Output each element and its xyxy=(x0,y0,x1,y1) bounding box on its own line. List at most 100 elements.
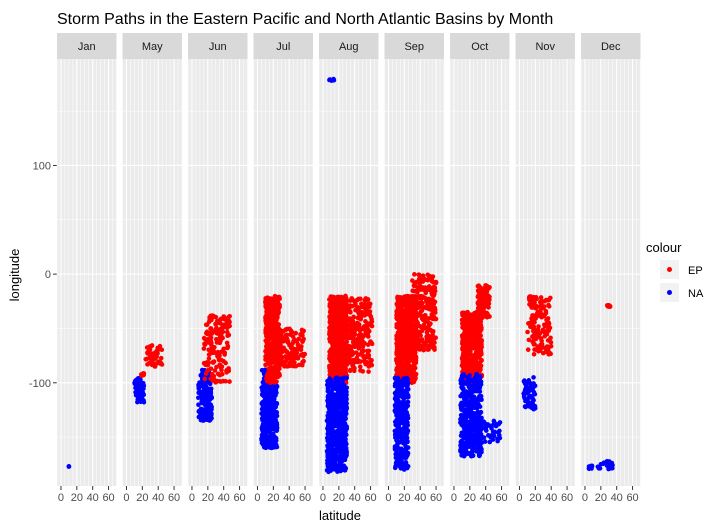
facet-strip-label: Oct xyxy=(471,41,488,53)
x-tick-label: 40 xyxy=(152,492,164,504)
data-point xyxy=(392,432,398,437)
data-point xyxy=(347,309,353,314)
data-point xyxy=(363,309,369,314)
data-point xyxy=(410,307,416,313)
data-point xyxy=(464,364,470,369)
data-point xyxy=(430,308,436,314)
data-point xyxy=(330,420,336,425)
data-point xyxy=(264,434,270,440)
data-point xyxy=(327,77,332,83)
data-point xyxy=(403,318,409,324)
data-point xyxy=(328,411,334,416)
data-point xyxy=(331,76,336,82)
panel-background xyxy=(57,59,117,486)
data-point xyxy=(206,404,212,410)
data-point xyxy=(343,445,349,451)
data-point xyxy=(328,337,333,342)
data-point xyxy=(275,323,280,329)
data-point xyxy=(217,372,223,378)
data-point xyxy=(355,297,360,303)
data-point xyxy=(343,295,349,301)
data-point xyxy=(360,344,366,350)
data-point xyxy=(293,330,299,336)
data-point xyxy=(432,347,437,352)
data-point xyxy=(196,395,201,401)
data-point xyxy=(329,465,334,470)
series-ep-points xyxy=(201,313,232,385)
data-point xyxy=(396,349,402,354)
data-point xyxy=(393,405,399,411)
data-point xyxy=(222,350,228,356)
data-point xyxy=(283,332,289,338)
data-point xyxy=(275,299,280,304)
data-point xyxy=(399,420,404,426)
data-point xyxy=(277,342,283,348)
data-point xyxy=(335,335,341,340)
data-point xyxy=(274,401,280,407)
facet-strip xyxy=(188,33,248,59)
data-point xyxy=(404,387,410,392)
data-point xyxy=(341,385,347,390)
data-point xyxy=(396,354,402,360)
data-point xyxy=(465,315,470,321)
data-point xyxy=(150,359,155,364)
data-point xyxy=(293,354,299,359)
data-point xyxy=(213,330,219,335)
data-point xyxy=(356,310,361,316)
data-point xyxy=(214,318,220,324)
data-point xyxy=(480,289,486,294)
data-point xyxy=(352,330,357,336)
data-point xyxy=(263,362,268,368)
data-point xyxy=(273,411,279,416)
data-point xyxy=(364,302,370,308)
data-point xyxy=(146,348,152,354)
data-point xyxy=(143,356,149,362)
data-point xyxy=(411,353,417,358)
data-point xyxy=(421,287,426,293)
data-point xyxy=(348,323,354,328)
data-point xyxy=(478,319,484,325)
data-point xyxy=(212,350,218,355)
data-point xyxy=(401,349,407,355)
y-tick-label: -100 xyxy=(29,378,51,390)
data-point xyxy=(419,344,424,349)
data-point xyxy=(476,301,482,306)
data-point xyxy=(261,444,267,449)
data-point xyxy=(366,352,372,358)
data-point xyxy=(355,340,360,346)
data-point xyxy=(412,371,418,377)
data-point xyxy=(341,406,346,411)
data-point xyxy=(367,309,373,314)
data-point xyxy=(216,339,222,344)
data-point xyxy=(150,351,155,356)
data-point xyxy=(484,289,490,294)
data-point xyxy=(158,355,164,361)
data-point xyxy=(325,461,330,466)
data-point xyxy=(460,321,465,326)
data-point xyxy=(203,408,208,414)
chart-title: Storm Paths in the Eastern Pacific and N… xyxy=(57,11,553,28)
data-point xyxy=(342,342,347,348)
data-point xyxy=(330,368,336,373)
data-point xyxy=(351,315,356,320)
data-point xyxy=(395,385,401,391)
data-point xyxy=(141,372,147,378)
x-tick-label: 20 xyxy=(136,492,148,504)
data-point xyxy=(416,272,422,277)
data-point xyxy=(260,415,266,420)
data-point xyxy=(325,418,331,423)
data-point xyxy=(293,347,299,352)
data-point xyxy=(368,361,373,366)
data-point xyxy=(366,369,371,374)
data-point xyxy=(363,329,369,335)
data-point xyxy=(141,392,147,398)
data-point xyxy=(426,320,432,326)
data-point xyxy=(284,357,289,362)
data-point xyxy=(333,326,339,331)
data-point xyxy=(212,368,218,373)
x-tick-label: 40 xyxy=(283,492,295,504)
data-point xyxy=(207,410,213,416)
data-point xyxy=(224,340,230,346)
